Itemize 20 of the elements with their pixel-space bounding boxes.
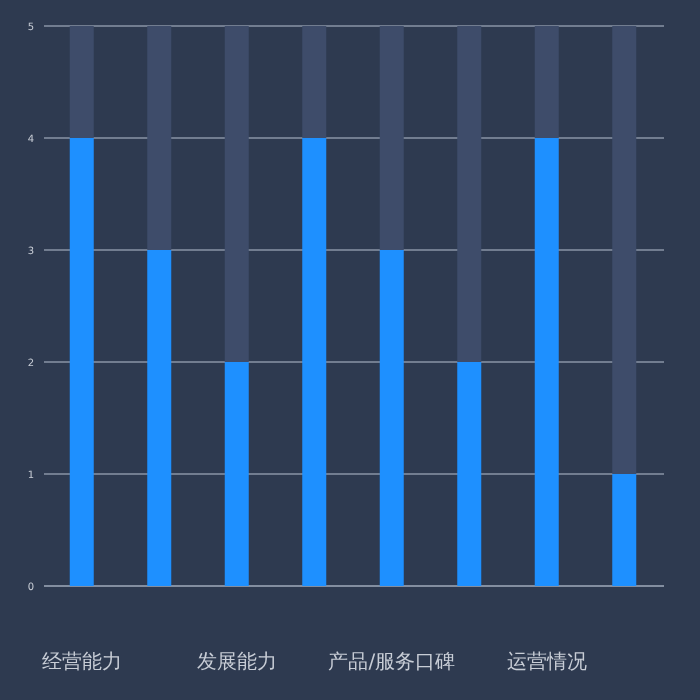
x-tick-label: 发展能力: [196, 650, 277, 674]
bar: [302, 26, 327, 138]
bar: [534, 138, 559, 586]
bar: [69, 138, 94, 586]
bar: [224, 362, 249, 586]
bar: [147, 250, 172, 586]
x-tick-label: 经营能力: [41, 650, 122, 674]
x-tick-label: 运营情况: [506, 650, 587, 674]
bar: [457, 26, 482, 362]
bar: [379, 250, 404, 586]
bar: [534, 26, 559, 138]
bar: [69, 26, 94, 138]
bar: [457, 362, 482, 586]
bar: [379, 26, 404, 250]
bar: [612, 26, 637, 474]
bar: [147, 26, 172, 250]
bar: [224, 26, 249, 362]
bar: [302, 138, 327, 586]
bar: [612, 474, 637, 586]
x-tick-label: 产品/服务口碑: [328, 650, 456, 674]
